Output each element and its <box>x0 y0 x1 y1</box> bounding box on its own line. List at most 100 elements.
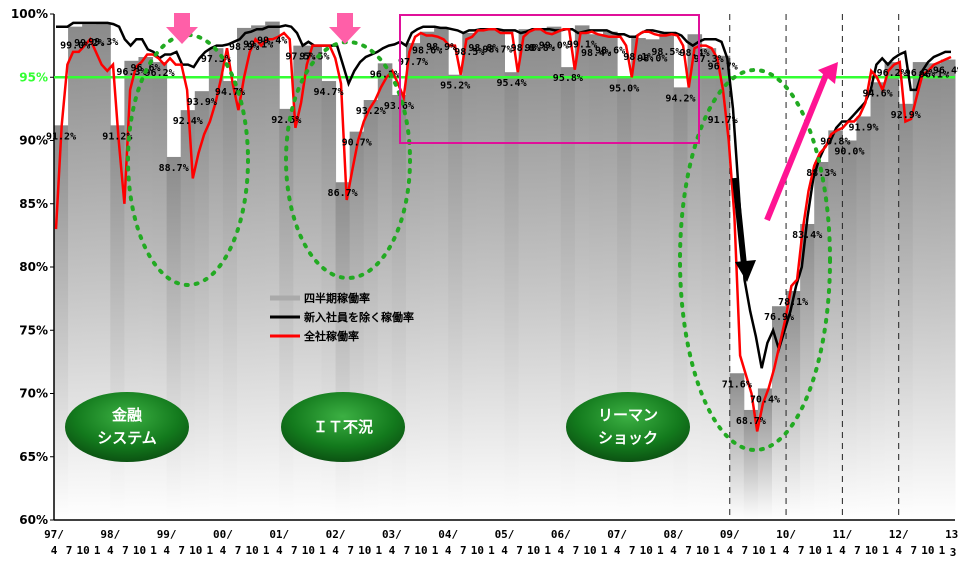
x-month-label: 1 <box>432 544 439 557</box>
quarter-bar <box>265 21 280 521</box>
quarter-bar <box>222 81 238 521</box>
x-month-label: 1 <box>488 544 495 557</box>
quarter-data-label: 95.4% <box>496 78 526 89</box>
quarter-data-label: 83.4% <box>792 230 822 241</box>
quarter-bar <box>940 59 956 520</box>
x-month-label: 7 <box>66 544 73 557</box>
quarter-data-label: 98.8% <box>511 43 541 54</box>
x-month-label: 1 <box>601 544 608 557</box>
y-axis: 60% 65% 70% 75% 80% 85% 90% 95% 100% <box>11 7 955 527</box>
quarter-data-label: 99.0% <box>539 41 569 52</box>
quarter-data-label: 71.6% <box>722 379 752 390</box>
x-year-label: 07/ <box>607 528 627 541</box>
x-month-label: 1 <box>544 544 551 557</box>
x-month-label: 10 <box>640 544 653 557</box>
quarter-data-label: 88.7% <box>159 163 189 174</box>
x-month-label: 7 <box>798 544 805 557</box>
quarter-data-label: 99.3% <box>88 37 118 48</box>
x-month-label: 10 <box>414 544 427 557</box>
x-month-label: 4 <box>839 544 846 557</box>
quarter-bar <box>335 182 351 520</box>
x-month-label: 7 <box>460 544 467 557</box>
quarter-bar <box>743 409 759 520</box>
y-tick-label: 75% <box>19 323 48 337</box>
x-month-label: 1 <box>657 544 664 557</box>
quarter-bar <box>194 91 210 520</box>
quarter-data-label: 93.6% <box>384 101 414 112</box>
quarter-data-label: 94.7% <box>313 87 343 98</box>
series-line-company-wide <box>54 27 952 432</box>
annotation-line: システム <box>97 429 157 447</box>
x-month-label: 10 <box>527 544 540 557</box>
x-year-label: 10/ <box>776 528 796 541</box>
x-year-label: 05/ <box>495 528 515 541</box>
quarter-data-label: 90.7% <box>342 138 372 149</box>
quarter-data-label: 95.8% <box>553 73 583 84</box>
quarter-data-label: 91.9% <box>848 122 878 133</box>
quarter-bar <box>420 31 435 521</box>
quarter-data-label: 96.3% <box>116 67 146 78</box>
x-month-label: 10 <box>302 544 315 557</box>
highlight-box-stable-period <box>399 14 700 144</box>
pink-down-arrow-icon <box>329 13 361 44</box>
quarter-bar <box>560 67 576 520</box>
quarter-data-label: 68.7% <box>736 416 766 427</box>
x-month-label: 7 <box>854 544 861 557</box>
x-month-label: 1 <box>826 544 833 557</box>
x-month-label: 7 <box>629 544 636 557</box>
quarter-bar <box>448 74 463 520</box>
x-month-label: 7 <box>573 544 580 557</box>
quarter-data-label: 94.7% <box>215 87 245 98</box>
annotation-it-recession: ＩＴ不況 <box>281 392 405 462</box>
quarter-data-label: 99.0% <box>60 41 90 52</box>
quarter-bar <box>518 29 534 521</box>
x-month-label: 10 <box>865 544 878 557</box>
quarter-bar <box>546 26 562 521</box>
quarter-bar <box>434 27 449 520</box>
quarter-bar <box>771 306 787 520</box>
quarter-bar <box>208 48 224 520</box>
quarter-data-label: 92.4% <box>173 116 203 127</box>
quarter-data-label: 98.5% <box>454 47 484 58</box>
x-month-label: 10 <box>809 544 822 557</box>
black-down-arrow-icon <box>732 177 756 282</box>
x-month-label: 4 <box>558 544 565 557</box>
quarter-data-label: 93.9% <box>187 97 217 108</box>
x-month-label: 7 <box>910 544 917 557</box>
quarter-bar <box>898 103 914 520</box>
quarter-bar <box>405 43 421 520</box>
quarter-data-label: 96.7% <box>708 62 738 73</box>
x-month-label: 10 <box>471 544 484 557</box>
x-year-label: 12/ <box>889 528 909 541</box>
annotation-lehman-shock: リーマン ショック <box>566 392 690 462</box>
x-month-label: 7 <box>235 544 242 557</box>
quarter-data-label: 76.9% <box>764 312 794 323</box>
quarter-data-label: 99.2% <box>74 38 104 49</box>
quarter-data-label: 98.1% <box>623 52 653 63</box>
quarter-data-label: 96.2% <box>905 68 935 79</box>
highlight-ellipse-2002 <box>284 40 412 280</box>
quarter-data-label: 91.2% <box>102 131 132 142</box>
x-month-label: 10 <box>77 544 90 557</box>
quarter-data-label: 98.9% <box>426 42 456 53</box>
quarterly-data-labels: 91.2%99.0%99.2%99.3%91.2%96.3%96.6%96.2%… <box>46 36 958 427</box>
quarter-data-label: 98.0% <box>637 53 667 64</box>
x-year-label: 09/ <box>720 528 740 541</box>
quarter-data-label: 97.5% <box>285 52 315 63</box>
x-month-label: 4 <box>389 544 396 557</box>
quarter-data-label: 98.4% <box>680 48 710 59</box>
x-month-label: 4 <box>332 544 339 557</box>
quarter-data-label: 99.1% <box>243 39 273 50</box>
quarter-data-label: 93.2% <box>356 106 386 117</box>
x-year-label: 00/ <box>213 528 233 541</box>
extra-data-label: 91.7% <box>708 115 738 126</box>
quarter-data-label: 96.1% <box>370 69 400 80</box>
x-month-label: 10 <box>921 544 934 557</box>
x-month-label: 1 <box>375 544 382 557</box>
pink-up-arrow-icon <box>764 62 838 222</box>
x-month-label: 10 <box>752 544 765 557</box>
quarter-bar <box>166 156 182 520</box>
x-axis: 97/4 7 10 198/4 7 10 199/4 7 10 100/4 7 10 101/4 7 10 1… <box>44 528 958 559</box>
x-month-label: 4 <box>276 544 283 557</box>
x-year-label: 13/ <box>945 528 958 541</box>
